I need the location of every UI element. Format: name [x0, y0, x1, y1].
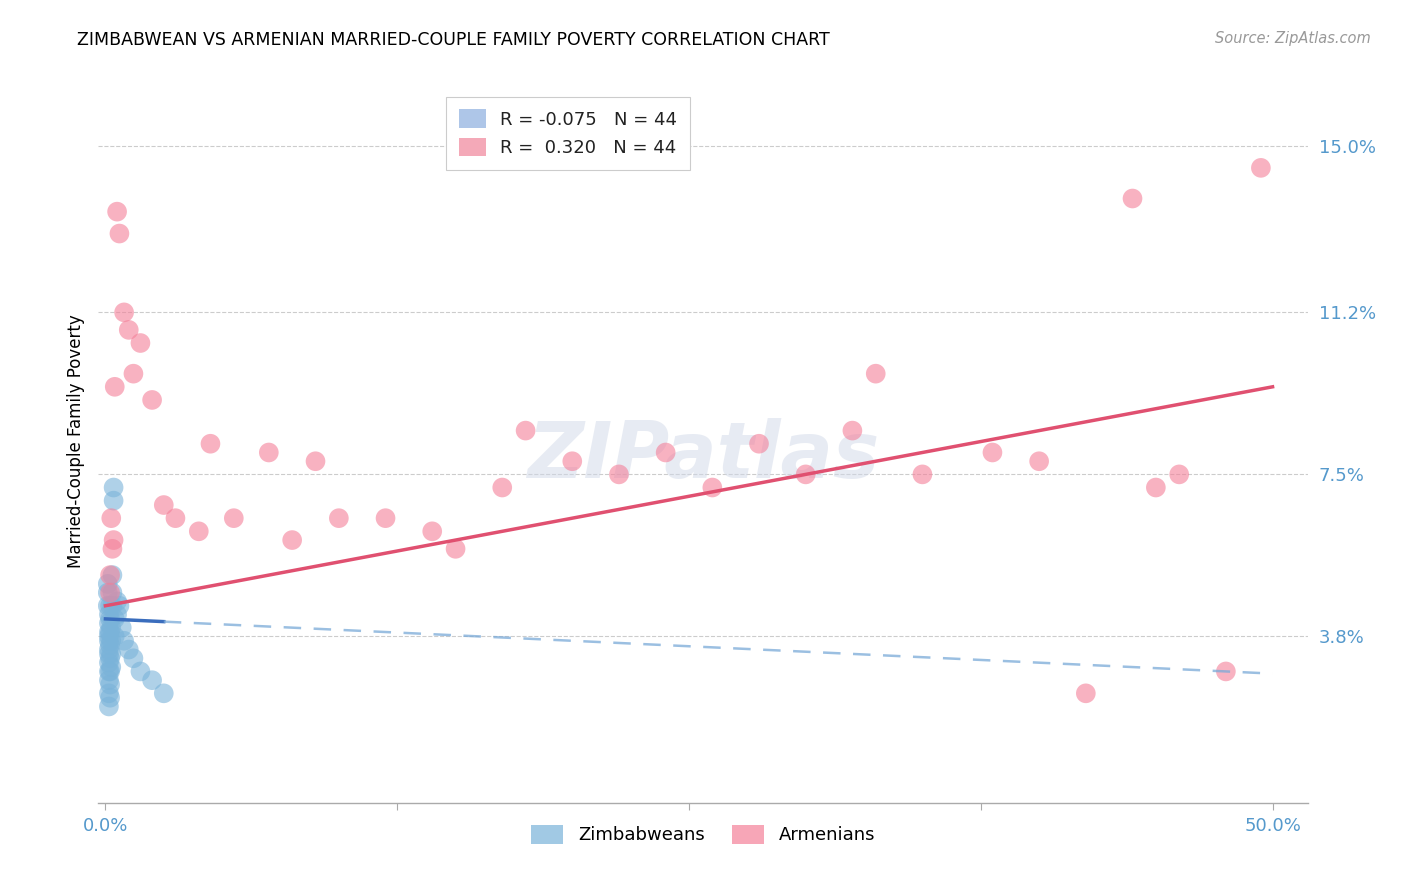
Text: ZIPatlas: ZIPatlas [527, 418, 879, 494]
Point [607, 467, 630, 482]
Point [97, 665, 120, 679]
Point [104, 380, 127, 394]
Text: Source: ZipAtlas.com: Source: ZipAtlas.com [1215, 31, 1371, 46]
Point [98, 568, 121, 582]
Point [97, 585, 120, 599]
Point [328, 511, 350, 525]
Point [97, 607, 120, 622]
Point [97, 616, 120, 631]
Point [702, 481, 724, 495]
Point [200, 436, 222, 450]
Point [105, 607, 128, 622]
Point [100, 647, 122, 661]
Point [420, 524, 443, 539]
Point [1250, 161, 1272, 175]
Point [281, 533, 304, 547]
Point [187, 524, 209, 539]
Point [111, 621, 134, 635]
Point [654, 445, 676, 459]
Point [100, 633, 122, 648]
Point [97, 673, 120, 688]
Point [515, 424, 537, 438]
Point [97, 599, 120, 613]
Point [981, 445, 1004, 459]
Point [98, 625, 121, 640]
Point [97, 633, 120, 648]
Point [794, 467, 817, 482]
Point [98, 677, 121, 691]
Point [118, 642, 141, 657]
Point [841, 424, 863, 438]
Point [100, 511, 122, 525]
Point [101, 568, 124, 582]
Point [97, 656, 120, 670]
Point [98, 599, 121, 613]
Point [97, 629, 120, 643]
Legend: Zimbabweans, Armenians: Zimbabweans, Armenians [523, 818, 883, 852]
Point [304, 454, 326, 468]
Point [561, 454, 583, 468]
Point [129, 336, 152, 351]
Point [101, 599, 124, 613]
Point [105, 594, 128, 608]
Point [1215, 665, 1237, 679]
Point [103, 481, 125, 495]
Point [491, 481, 513, 495]
Point [141, 673, 163, 688]
Point [98, 665, 121, 679]
Point [104, 612, 127, 626]
Point [97, 625, 120, 640]
Point [1074, 686, 1097, 700]
Point [152, 498, 174, 512]
Point [101, 585, 124, 599]
Point [444, 541, 467, 556]
Point [257, 445, 280, 459]
Point [100, 621, 122, 635]
Point [98, 690, 121, 705]
Point [104, 629, 127, 643]
Point [112, 305, 135, 319]
Point [129, 665, 152, 679]
Point [98, 638, 121, 652]
Point [112, 633, 135, 648]
Y-axis label: Married-Couple Family Poverty: Married-Couple Family Poverty [66, 315, 84, 568]
Point [122, 367, 145, 381]
Point [108, 599, 131, 613]
Point [152, 686, 174, 700]
Point [97, 642, 120, 657]
Point [103, 493, 125, 508]
Point [141, 392, 163, 407]
Point [98, 612, 121, 626]
Point [108, 227, 131, 241]
Point [98, 585, 121, 599]
Point [122, 651, 145, 665]
Point [222, 511, 245, 525]
Point [748, 436, 770, 450]
Point [97, 577, 120, 591]
Point [97, 686, 120, 700]
Point [374, 511, 396, 525]
Point [100, 660, 122, 674]
Point [865, 367, 887, 381]
Point [97, 647, 120, 661]
Point [1144, 481, 1167, 495]
Text: ZIMBABWEAN VS ARMENIAN MARRIED-COUPLE FAMILY POVERTY CORRELATION CHART: ZIMBABWEAN VS ARMENIAN MARRIED-COUPLE FA… [77, 31, 830, 49]
Point [105, 204, 128, 219]
Point [1121, 192, 1143, 206]
Point [165, 511, 187, 525]
Point [118, 323, 141, 337]
Point [1028, 454, 1050, 468]
Point [911, 467, 934, 482]
Point [103, 533, 125, 547]
Point [97, 699, 120, 714]
Point [101, 541, 124, 556]
Point [98, 651, 121, 665]
Point [1168, 467, 1191, 482]
